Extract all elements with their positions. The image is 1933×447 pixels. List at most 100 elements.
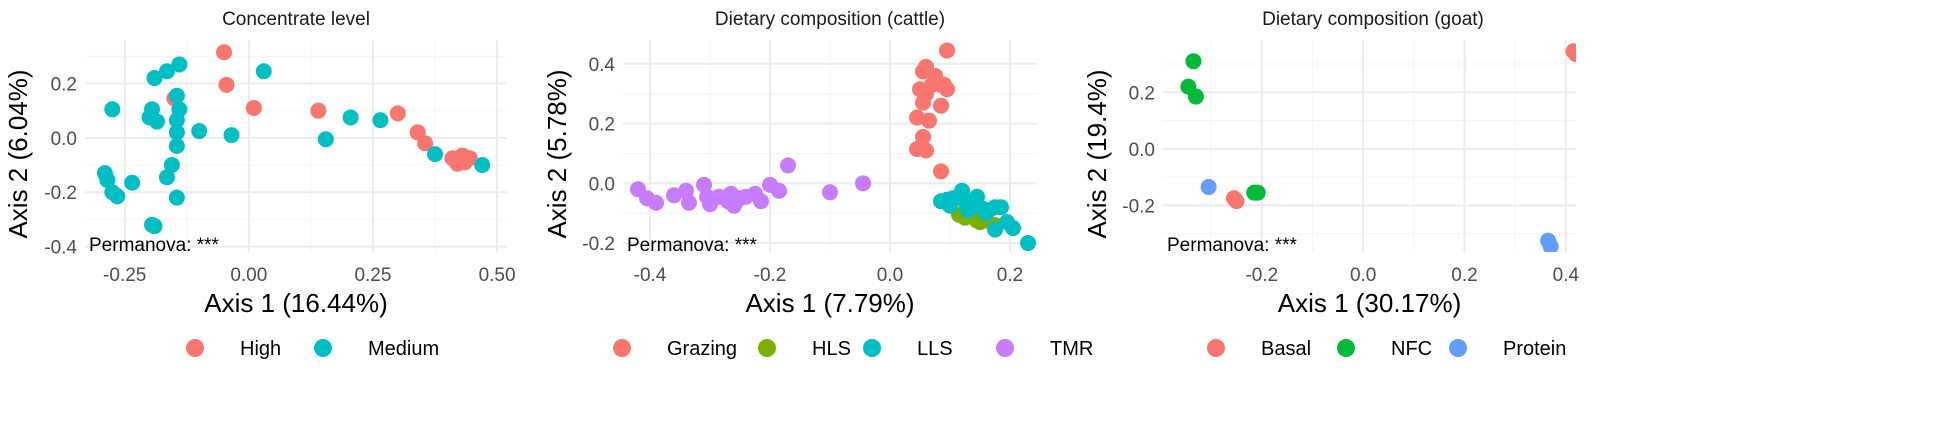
legend-label-nfc: NFC [1391,338,1432,360]
x-tick-label: 0.00 [230,265,267,286]
x-tick-label: 0.0 [877,265,903,286]
legend-label-grazing: Grazing [667,338,737,360]
point-medium [255,63,272,80]
point-lls [954,182,970,199]
point-medium [99,171,116,188]
point-medium [158,63,175,80]
x-tick-label: 0.4 [1553,265,1580,286]
point-high [310,102,327,119]
point-lls [969,188,985,205]
point-lls [942,197,958,214]
legend: Basal NFC Protein [1207,338,1566,360]
point-medium [372,112,389,129]
point-medium [171,56,188,73]
legend: Grazing HLS LLS TMR [613,338,1093,360]
point-grazing [909,109,925,126]
point-lls [1005,220,1021,237]
legend-label-high: High [240,338,281,360]
point-high [417,135,434,152]
legend-label-protein: Protein [1503,338,1566,360]
point-lls [978,205,994,222]
x-tick-label: -0.25 [103,265,146,286]
point-medium [427,146,444,163]
y-tick-label: -0.2 [1122,196,1155,217]
point-medium [104,101,121,118]
chart-panel-2: -0.4 -0.2 0.0 0.2 -0.2 0.0 0.2 0.4 Dietary compo… [542,9,1093,360]
legend-label-hls: HLS [812,338,851,360]
point-tmr [780,157,796,174]
point-medium [342,109,359,126]
legend-key-nfc [1337,339,1355,357]
legend-key-tmr [996,339,1014,357]
chart-title: Concentrate level [222,9,370,30]
point-lls [1020,235,1036,252]
chart-panel-3: -0.2 0.0 0.2 0.4 -0.2 0.0 0.2 Dietary compositi… [1082,9,1580,360]
x-tick-label: -0.2 [754,265,787,286]
chart-title: Dietary composition (cattle) [715,9,945,30]
point-medium [168,189,185,206]
point-high [389,105,406,122]
point-protein [1542,238,1559,252]
point-tmr [771,182,787,199]
legend-key-medium [314,339,332,357]
point-high [245,99,262,116]
x-tick-label: -0.4 [634,265,667,286]
point-lls [960,202,976,219]
x-axis-label: Axis 1 (30.17%) [1278,288,1462,318]
y-tick-label: 0.2 [51,74,77,95]
point-tmr [753,193,769,210]
x-tick-label: 0.2 [1451,265,1477,286]
x-tick-label: 0.25 [354,265,391,286]
y-axis-label: Axis 2 (19.4%) [1082,69,1112,238]
legend: High Medium [186,338,439,360]
point-lls [987,221,1003,238]
point-medium [168,112,185,129]
x-axis-label: Axis 1 (16.44%) [204,288,388,318]
x-tick-label: 0.50 [479,265,516,286]
point-high [216,44,233,61]
x-tick-label: -0.2 [1245,265,1278,286]
point-high [461,150,478,167]
legend-key-hls [758,339,776,357]
x-axis-label: Axis 1 (7.79%) [745,288,914,318]
point-basal [1568,46,1576,63]
y-tick-label: 0.0 [1129,140,1155,161]
point-tmr [696,176,712,193]
y-tick-label: 0.0 [51,129,77,150]
y-tick-label: 0.2 [1129,83,1155,104]
y-axis-label: Axis 2 (6.04%) [3,69,33,238]
point-medium [148,113,165,130]
x-tick-label: 0.0 [1350,265,1376,286]
point-tmr [822,184,838,201]
point-basal [1228,193,1245,210]
point-tmr [648,194,664,211]
gridlines [1163,40,1576,252]
point-medium [191,123,208,140]
point-medium [168,124,185,141]
point-medium [146,218,163,235]
legend-key-protein [1449,339,1467,357]
y-tick-label: 0.0 [589,174,615,195]
x-tick-label: 0.2 [997,265,1023,286]
point-high [218,76,235,93]
point-tmr [678,182,694,199]
legend-label-lls: LLS [917,338,953,360]
point-high [449,155,466,172]
point-tmr [681,194,697,211]
permanova-annotation: Permanova: *** [1167,235,1298,256]
point-grazing [933,97,949,114]
points [630,42,1036,252]
point-medium [474,157,491,174]
point-medium [168,87,185,104]
point-grazing [918,85,934,102]
point-lls [993,199,1009,216]
point-grazing [939,42,955,59]
point-grazing [939,81,955,98]
y-tick-label: 0.4 [589,55,616,76]
point-nfc [1185,53,1202,70]
chart-panel-1: -0.25 0.00 0.25 0.50 -0.4 -0.2 0.0 0.2 Concentra… [3,9,516,360]
chart-title: Dietary composition (goat) [1262,9,1484,30]
point-medium [168,138,185,154]
legend-key-basal [1207,339,1225,357]
